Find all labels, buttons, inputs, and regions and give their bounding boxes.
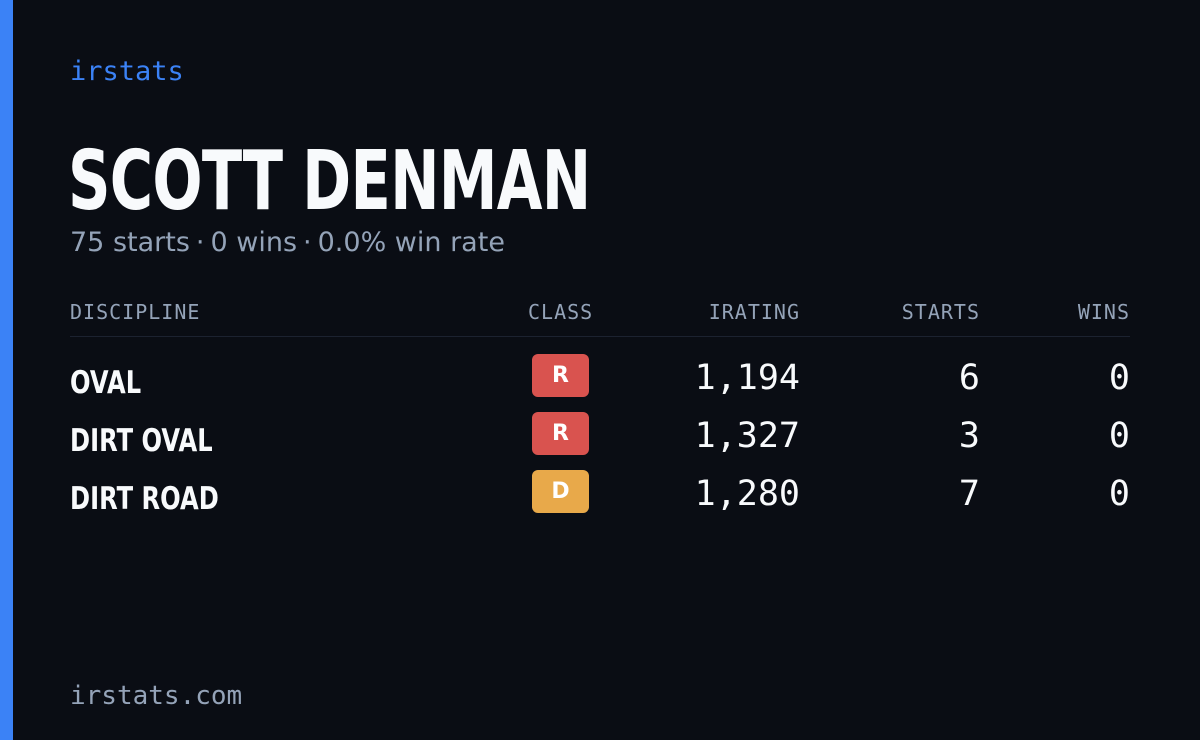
driver-summary: 75 starts · 0 wins · 0.0% win rate (70, 227, 505, 258)
table-row: OVAL R 1,194 6 0 (70, 354, 1130, 412)
discipline-name: DIRT OVAL (70, 423, 213, 459)
starts-value: 7 (958, 474, 980, 514)
column-header-discipline: DISCIPLINE (70, 300, 201, 324)
discipline-name: DIRT ROAD (70, 481, 219, 517)
license-class-badge: D (532, 470, 589, 513)
table-body: OVAL R 1,194 6 0 DIRT OVAL R 1,327 3 0 DIRT ROAD D 1… (70, 354, 1130, 528)
wins-value: 0 (1108, 474, 1130, 514)
license-class-badge: R (532, 354, 589, 397)
discipline-name: OVAL (70, 365, 142, 401)
summary-separator: · (303, 227, 312, 258)
table-header: DISCIPLINE CLASS IRATING STARTS WINS (70, 298, 1130, 337)
license-class-badge: R (532, 412, 589, 455)
column-header-irating: IRATING (708, 300, 800, 324)
column-header-starts: STARTS (901, 300, 980, 324)
accent-bar (0, 0, 13, 740)
starts-value: 3 (958, 416, 980, 456)
wins-count: 0 wins (210, 227, 298, 258)
column-header-wins: WINS (1077, 300, 1130, 324)
irating-value: 1,327 (694, 416, 800, 456)
table-row: DIRT OVAL R 1,327 3 0 (70, 412, 1130, 470)
irating-value: 1,194 (694, 358, 800, 398)
win-rate: 0.0% win rate (317, 227, 505, 258)
brand-logo-link[interactable]: irstats (70, 56, 184, 87)
wins-value: 0 (1108, 358, 1130, 398)
table-row: DIRT ROAD D 1,280 7 0 (70, 470, 1130, 528)
footer-url-link[interactable]: irstats.com (70, 681, 243, 711)
summary-separator: · (195, 227, 205, 258)
column-header-class: CLASS (528, 300, 594, 324)
irating-value: 1,280 (694, 474, 800, 514)
discipline-stats-table: DISCIPLINE CLASS IRATING STARTS WINS OVA… (70, 298, 1130, 528)
starts-count: 75 starts (70, 227, 190, 258)
wins-value: 0 (1108, 416, 1130, 456)
starts-value: 6 (958, 358, 980, 398)
driver-name: SCOTT DENMAN (68, 134, 591, 229)
